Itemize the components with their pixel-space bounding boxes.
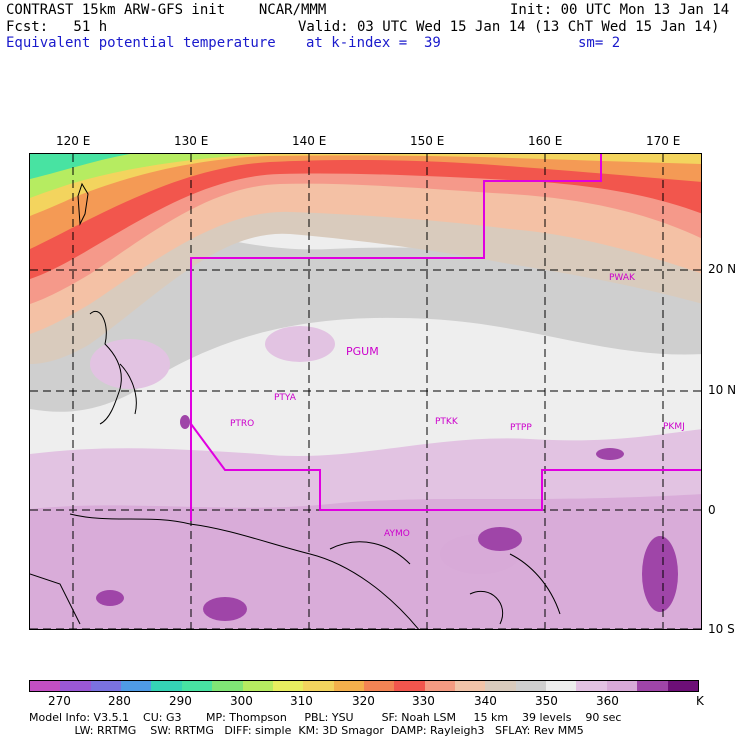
lat-label-0: 0 <box>708 503 716 517</box>
init-time: Init: 00 UTC Mon 13 Jan 14 <box>510 2 730 18</box>
colorbar-swatch <box>60 681 91 691</box>
colorbar-label-330: 330 <box>412 694 435 708</box>
colorbar-swatch <box>303 681 334 691</box>
colorbar-unit: K <box>696 694 704 708</box>
map-panel <box>29 153 702 630</box>
colorbar-swatch <box>151 681 182 691</box>
colorbar-label-360: 360 <box>596 694 619 708</box>
station-ptkk: PTKK <box>435 417 458 427</box>
colorbar-swatch <box>333 681 364 691</box>
model-info-line2: LW: RRTMG SW: RRTMG DIFF: simple KM: 3D … <box>29 724 584 737</box>
colorbar-label-280: 280 <box>108 694 131 708</box>
lat-label-10s: 10 S <box>708 622 735 636</box>
field-name: Equivalent potential temperature <box>6 35 276 51</box>
colorbar-swatch <box>455 681 486 691</box>
lat-label-10n: 10 N <box>708 383 737 397</box>
colorbar-swatch <box>90 681 122 691</box>
station-pgum: PGUM <box>346 345 379 358</box>
colorbar-swatch <box>485 681 516 691</box>
station-ptro: PTRO <box>230 419 255 429</box>
colorbar-label-320: 320 <box>352 694 375 708</box>
colorbar-label-290: 290 <box>169 694 192 708</box>
colorbar-swatch <box>212 681 243 691</box>
colorbar <box>29 680 699 692</box>
station-ptpp: PTPP <box>510 423 532 433</box>
title-left: CONTRAST 15km ARW-GFS init NCAR/MMM <box>6 2 327 18</box>
colorbar-swatch <box>394 681 425 691</box>
lon-label-160: 160 E <box>528 134 563 148</box>
colorbar-swatch <box>576 681 607 691</box>
colorbar-label-300: 300 <box>230 694 253 708</box>
lat-label-20n: 20 N <box>708 262 737 276</box>
colorbar-swatch <box>515 681 547 691</box>
k-index: at k-index = 39 <box>306 35 441 51</box>
lon-label-130: 130 E <box>174 134 209 148</box>
colorbar-label-310: 310 <box>290 694 313 708</box>
colorbar-swatch <box>637 681 668 691</box>
colorbar-swatch <box>181 681 213 691</box>
lon-label-140: 140 E <box>292 134 327 148</box>
colorbar-swatch <box>121 681 152 691</box>
colorbar-swatch <box>30 681 61 691</box>
colorbar-swatch <box>272 681 304 691</box>
colorbar-swatch <box>363 681 395 691</box>
colorbar-label-340: 340 <box>474 694 497 708</box>
map-svg <box>30 154 701 629</box>
valid-time: Valid: 03 UTC Wed 15 Jan 14 (13 ChT Wed … <box>298 19 720 35</box>
colorbar-swatch <box>606 681 638 691</box>
lon-label-170: 170 E <box>646 134 681 148</box>
lon-label-120: 120 E <box>56 134 91 148</box>
forecast-hour: Fcst: 51 h <box>6 19 108 35</box>
model-info-line1: Model Info: V3.5.1 CU: G3 MP: Thompson P… <box>29 711 622 724</box>
colorbar-swatch <box>667 681 698 691</box>
colorbar-swatch <box>546 681 577 691</box>
lon-label-150: 150 E <box>410 134 445 148</box>
station-ptya: PTYA <box>274 393 296 403</box>
colorbar-swatch <box>242 681 273 691</box>
smoothing: sm= 2 <box>578 35 621 51</box>
station-pwak: PWAK <box>609 273 635 283</box>
station-pkmj: PKMJ <box>663 422 685 432</box>
colorbar-label-350: 350 <box>535 694 558 708</box>
colorbar-label-270: 270 <box>48 694 71 708</box>
colorbar-swatch <box>424 681 456 691</box>
station-aymo: AYMO <box>384 529 410 539</box>
